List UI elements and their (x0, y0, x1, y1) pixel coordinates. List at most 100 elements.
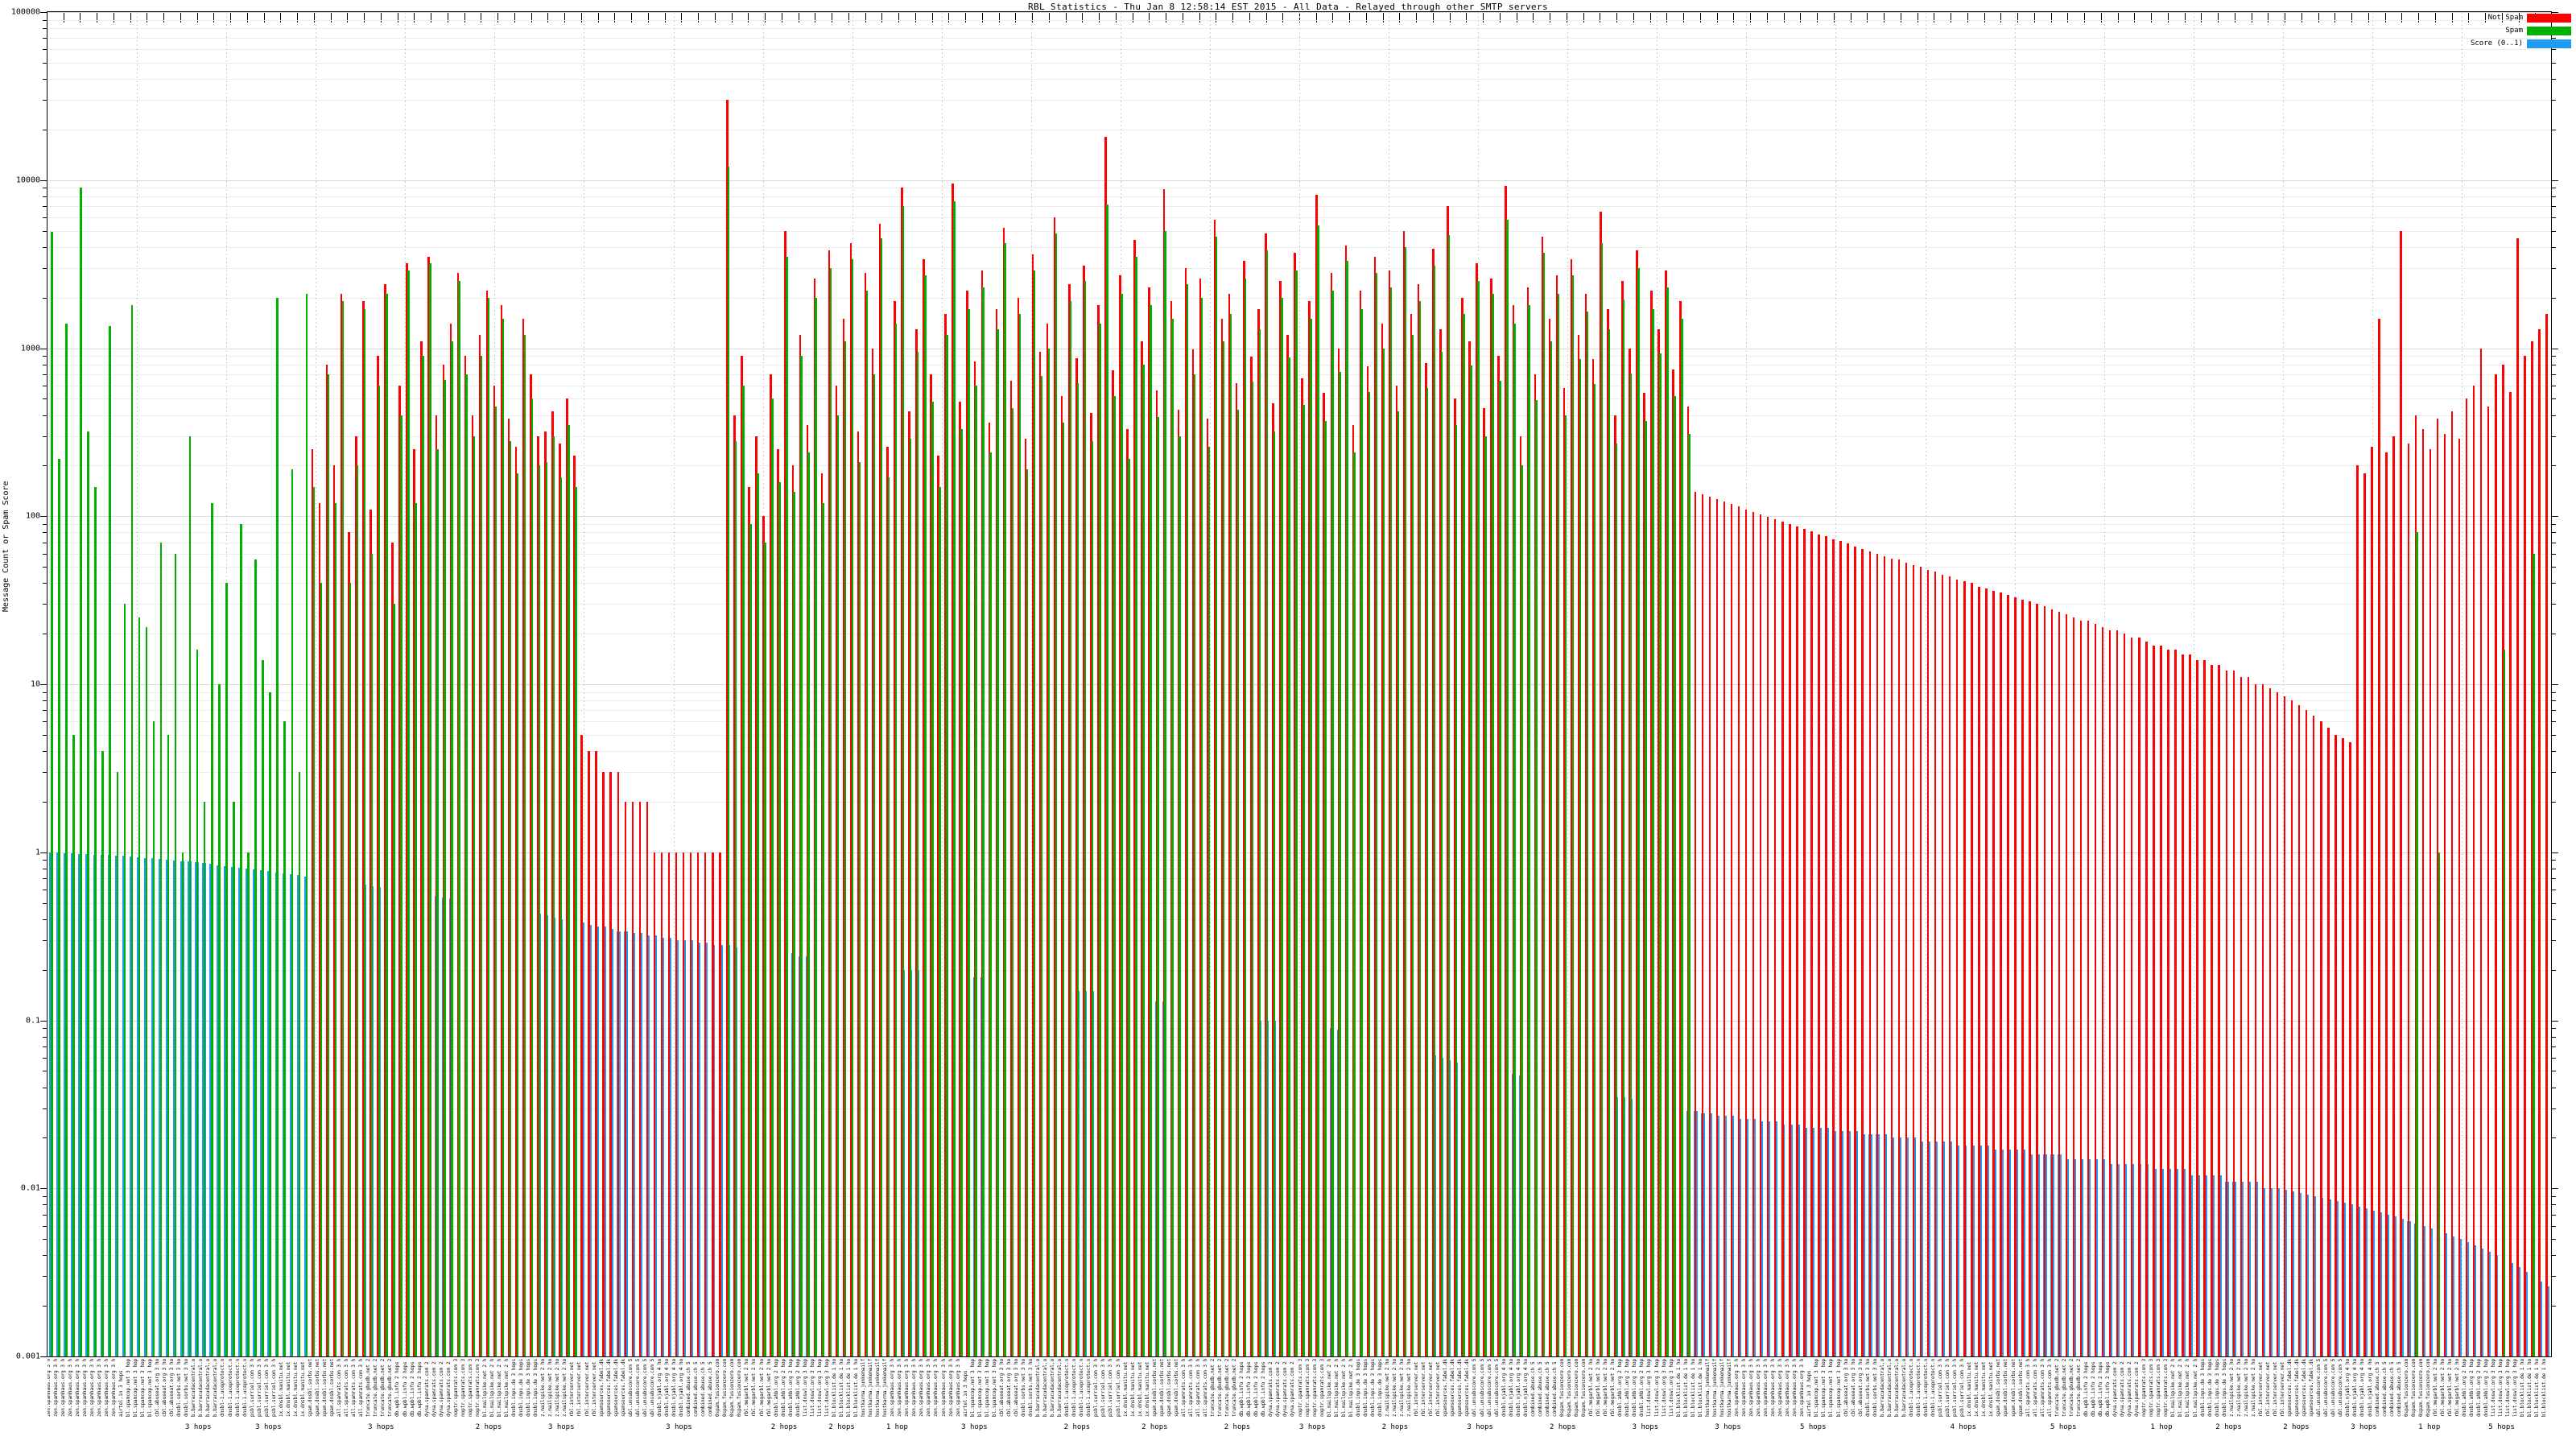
bar-not-spam (2218, 665, 2220, 1356)
right-axis-tick (2552, 100, 2556, 101)
bar-not-spam (566, 398, 568, 1356)
hop-group-label: 2 hops (1224, 1423, 1251, 1431)
x-axis-label: ubl.unsubscore.com 5 hops (2316, 1359, 2322, 1417)
top-rail-tick (530, 11, 532, 23)
bar-not-spam (675, 852, 678, 1356)
bar-not-spam (617, 772, 619, 1356)
x-axis-label: ix.dnsbl.manitu.net 2 hops (299, 1359, 306, 1417)
x-axis-label: dyna.spamrats.com 2 hops (2127, 1359, 2133, 1417)
bar-not-spam (602, 772, 605, 1356)
bar-not-spam (435, 415, 437, 1356)
bar-spam (196, 650, 199, 1356)
x-axis-label: truncate.gbudb.net 2 hops (1224, 1359, 1231, 1417)
x-axis-label: spam.dnsbl.sorbs.net 1 hop (307, 1359, 313, 1417)
hop-group-label: 3 hops (961, 1423, 988, 1431)
hop-group-label: 1 hop (2150, 1423, 2173, 1431)
top-rail-tick (2117, 11, 2119, 23)
x-axis-label: all.spamrats.com 3 hops (1202, 1359, 1208, 1417)
bar-not-spam (2392, 436, 2395, 1356)
x-axis-label: hostkarma.junkemailfilter.com 5 hops (861, 1359, 867, 1417)
bar-not-spam (2320, 721, 2322, 1356)
bar-spam (415, 502, 417, 1356)
x-axis-label: spam.dnsbl.sorbs.net 1 hop (315, 1359, 321, 1417)
bar-spam (1324, 420, 1327, 1356)
x-axis-label: ubl.unsubscore.com 5 hops (2338, 1359, 2344, 1417)
bar-not-spam (1286, 334, 1289, 1356)
top-rail-tick (1616, 11, 1618, 23)
bar-not-spam (2465, 398, 2468, 1356)
y-axis-minor-tick (43, 1036, 47, 1038)
x-axis-label: all.spamrats.com 3 hops (344, 1359, 350, 1417)
bar-not-spam (391, 542, 394, 1356)
bar-spam (530, 398, 534, 1356)
x-axis-label: 0spam.fusionzero.com 1 hop (1558, 1359, 1565, 1417)
bar-not-spam (2268, 687, 2272, 1356)
bar-not-spam (973, 361, 976, 1356)
bar-not-spam (923, 258, 925, 1356)
x-axis-label: 0spam.fusionzero.com 1 hop (1574, 1359, 1580, 1417)
top-rail-tick (564, 11, 566, 23)
x-axis-label: truncate.gbudb.net 2 hops (373, 1359, 379, 1417)
x-axis-label: dnsbl.inps.de 3 hops (533, 1359, 539, 1417)
x-axis-label: spamsources.fabel.dk 3 hops (2287, 1359, 2293, 1417)
top-rail-tick (1332, 11, 1334, 23)
right-axis-tick (2552, 772, 2556, 774)
x-axis-label: all.spamrats.com 3 hops (1187, 1359, 1194, 1417)
bar-spam (1499, 380, 1501, 1356)
bar-spam (917, 352, 919, 1356)
x-axis-label: zen.spamhaus.org 3 hops (904, 1359, 910, 1417)
bar-spam (924, 275, 927, 1356)
top-rail-tick (865, 11, 866, 23)
bar-not-spam (1308, 301, 1311, 1356)
top-rail-tick (547, 11, 549, 23)
bar-not-spam (2167, 650, 2169, 1356)
bar-not-spam (1425, 362, 1427, 1356)
x-axis-label: bl.mailspike.net 2 hops (481, 1359, 488, 1417)
bar-spam (393, 604, 395, 1356)
y-axis-minor-tick (43, 860, 47, 861)
bar-not-spam (2509, 391, 2512, 1356)
x-axis-label: zen.spamhaus.org 3 hops (1799, 1359, 1806, 1417)
x-axis-label: dnsbl.ahbl.org 2 hops (1617, 1359, 1624, 1417)
bar-not-spam (2356, 465, 2359, 1356)
right-axis-tick (2552, 49, 2556, 51)
x-axis-label: dnsbl.inps.de 3 hops (1362, 1359, 1368, 1417)
top-rail-tick (1282, 11, 1284, 23)
x-axis-label: spamsources.fabel.dk 3 hops (613, 1359, 619, 1417)
bar-not-spam (1402, 230, 1406, 1356)
bar-not-spam (624, 801, 627, 1356)
bar-not-spam (1629, 348, 1631, 1356)
bar-spam (1121, 294, 1123, 1356)
bar-spam (2438, 852, 2440, 1356)
bar-spam (480, 356, 483, 1356)
top-rail-tick (1232, 11, 1233, 23)
bar-not-spam (2479, 348, 2483, 1356)
bar-spam (211, 502, 213, 1356)
bar-spam (502, 318, 505, 1356)
x-axis-label: ubl.unsubscore.com 5 hops (2323, 1359, 2330, 1417)
y-axis-minor-tick (43, 1046, 47, 1047)
x-axis-label: cbl.abuseat.org 3 hops (1013, 1359, 1019, 1417)
x-axis-label: spam.dnsbl.sorbs.net 1 hop (1173, 1359, 1179, 1417)
x-axis-label: bl.spamcop.net 3 hops (1828, 1359, 1835, 1417)
bar-not-spam (1235, 382, 1238, 1356)
bar-spam (1571, 275, 1575, 1356)
x-axis-label: db.wpbl.info 2 hops (394, 1361, 401, 1417)
bar-spam (204, 801, 206, 1356)
bar-not-spam (406, 263, 408, 1356)
bar-not-spam (2429, 449, 2432, 1356)
x-axis-label: dnsbl.njabl.org 4 hops (2352, 1359, 2359, 1417)
y-axis-minor-tick (43, 79, 47, 80)
bar-spam (786, 256, 788, 1356)
bar-spam (1477, 281, 1480, 1356)
y-axis-tick-label: 1000 (20, 344, 40, 353)
y-axis-minor-tick (43, 604, 47, 605)
bar-not-spam (1956, 579, 1959, 1356)
bar-spam (1055, 233, 1058, 1356)
bar-not-spam (1730, 504, 1733, 1356)
bar-spam (1615, 444, 1618, 1356)
x-axis-label: psbl.surriel.com 3 hops (1945, 1359, 1951, 1417)
bar-not-spam (1737, 506, 1740, 1356)
x-axis-label: spamsources.fabel.dk 3 hops (1450, 1359, 1456, 1417)
bar-not-spam (1177, 410, 1180, 1356)
